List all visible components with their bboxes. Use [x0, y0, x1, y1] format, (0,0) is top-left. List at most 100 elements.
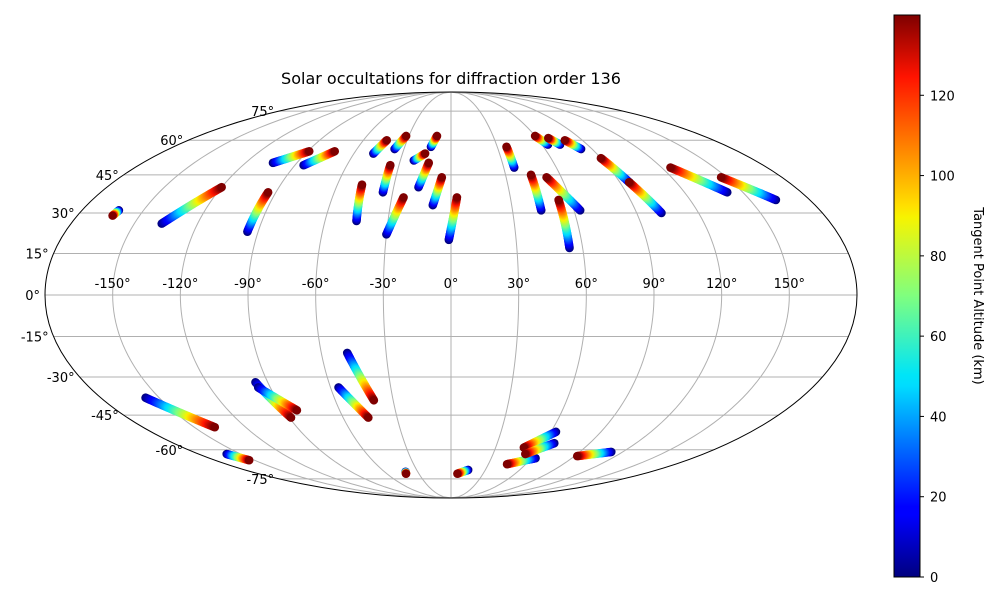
occultation-track: [414, 158, 434, 192]
occultation-track: [526, 170, 546, 215]
grid-lines: [45, 92, 857, 498]
track-point: [560, 135, 570, 145]
track-point: [502, 142, 511, 152]
track-point: [357, 180, 367, 189]
occultation-track: [157, 182, 226, 228]
longitude-tick-label: 90°: [642, 277, 665, 292]
track-point: [502, 459, 512, 469]
track-point: [554, 195, 563, 205]
occultation-track: [253, 383, 302, 415]
track-point: [108, 211, 117, 220]
track-point: [386, 160, 395, 170]
longitude-tick-label: -150°: [95, 277, 131, 292]
track-point: [526, 170, 536, 180]
latitude-tick-label: -75°: [246, 473, 274, 488]
colorbar-tick-label: 120: [930, 89, 955, 104]
occultation-track: [141, 393, 220, 432]
track-point: [210, 422, 220, 432]
track-point: [666, 163, 675, 172]
occultation-track: [342, 348, 379, 405]
occultation-track: [268, 146, 314, 168]
occultation-track: [222, 449, 254, 465]
track-point: [521, 449, 530, 459]
occultation-track: [401, 467, 411, 478]
occultation-track: [666, 163, 732, 197]
occultation-track: [382, 193, 408, 239]
track-point: [437, 172, 447, 182]
track-point: [292, 405, 302, 415]
track-point: [217, 182, 226, 192]
latitude-tick-label: -15°: [21, 331, 49, 346]
occultation-track: [624, 177, 666, 218]
occultation-track: [554, 195, 574, 253]
track-point: [716, 172, 726, 182]
occultation-track: [409, 149, 430, 165]
colorbar-tick-label: 80: [930, 250, 947, 265]
longitude-tick-label: -30°: [369, 277, 397, 292]
occultation-track: [299, 146, 340, 170]
map-boundary: [44, 91, 858, 499]
occultation-track: [444, 193, 462, 245]
latitude-tick-label: 30°: [52, 207, 75, 222]
latitude-tick-label: -30°: [47, 371, 75, 386]
latitude-tick-label: 60°: [160, 134, 183, 149]
occultation-track: [544, 133, 565, 149]
track-point: [304, 146, 314, 156]
longitude-tick-label: 0°: [444, 277, 459, 292]
track-point: [401, 469, 411, 478]
track-point: [624, 177, 634, 187]
track-point: [596, 153, 606, 163]
track-point: [572, 451, 582, 461]
track-point: [401, 131, 411, 141]
occultation-track: [542, 172, 585, 215]
latitude-tick-labels: 75° 60° 45° 30° 15° 0° -15° -30° -45° -60° -75°: [21, 105, 274, 488]
longitude-tick-label: -120°: [162, 277, 198, 292]
longitude-tick-label: 150°: [774, 277, 805, 292]
track-point: [330, 146, 340, 156]
longitude-tick-label: 30°: [507, 277, 530, 292]
latitude-tick-label: 0°: [25, 289, 40, 304]
colorbar-ticks: 0 20 40 60 80 100 120: [920, 89, 955, 586]
occultation-track: [572, 447, 616, 461]
longitude-tick-label: -90°: [234, 277, 262, 292]
longitude-tick-label: -60°: [302, 277, 330, 292]
track-point: [544, 133, 553, 143]
colorbar: 0 20 40 60 80 100 120 Tangent Point Altitude (…: [893, 14, 985, 586]
occultation-track: [502, 453, 540, 469]
track-point: [542, 172, 551, 182]
occultation-track: [390, 131, 411, 154]
track-point: [244, 455, 254, 465]
occultation-track: [426, 131, 442, 152]
track-point: [530, 131, 540, 141]
colorbar-label: Tangent Point Altitude (km): [970, 206, 985, 384]
track-point: [452, 193, 462, 202]
occultation-track: [243, 187, 273, 236]
colorbar-tick-label: 0: [930, 571, 938, 586]
track-point: [399, 193, 408, 202]
occultation-track: [378, 160, 395, 197]
occultation-track: [108, 206, 124, 220]
chart-title: Solar occultations for diffraction order…: [281, 69, 621, 88]
track-point: [382, 135, 392, 145]
longitude-tick-label: 60°: [575, 277, 598, 292]
occultation-tracks: [108, 131, 781, 478]
occultation-track: [334, 383, 373, 422]
latitude-tick-label: 15°: [26, 247, 49, 262]
occultation-track: [716, 172, 781, 205]
occultation-track: [519, 427, 561, 452]
track-point: [420, 149, 430, 158]
occultation-track: [352, 180, 367, 226]
track-point: [424, 158, 434, 168]
colorbar-gradient: [893, 14, 921, 578]
track-point: [263, 187, 273, 197]
longitude-tick-label: 120°: [706, 277, 737, 292]
colorbar-tick-label: 100: [930, 170, 955, 185]
occultation-track: [560, 135, 586, 154]
latitude-tick-label: -60°: [156, 444, 184, 459]
longitude-tick-labels: -150° -120° -90° -60° -30° 0° 30° 60° 90° 120° 150…: [95, 277, 805, 292]
latitude-tick-label: 75°: [251, 105, 274, 120]
occultation-track: [453, 465, 473, 478]
occultation-track: [369, 135, 392, 158]
occultation-track: [428, 172, 447, 210]
